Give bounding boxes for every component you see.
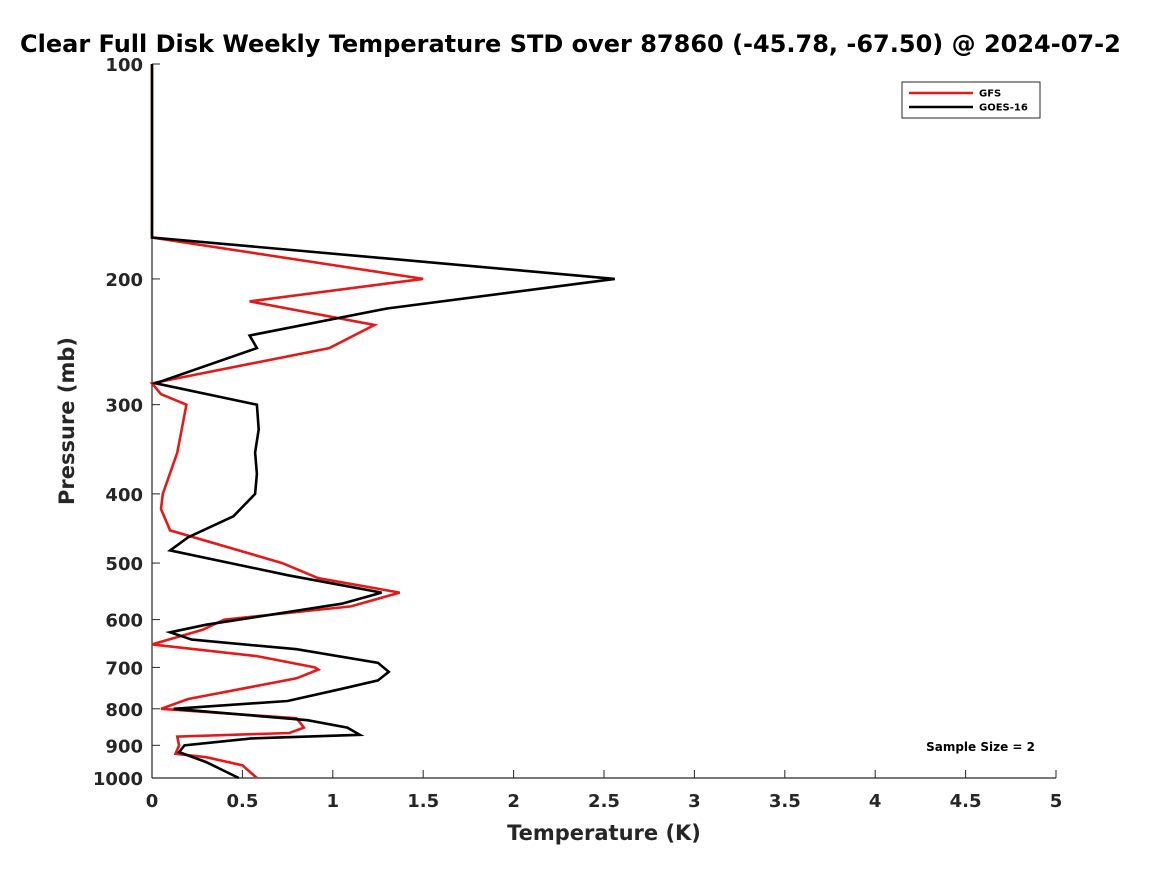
series-layer xyxy=(149,64,615,780)
legend: GFS GOES-16 xyxy=(901,81,1041,119)
legend-label: GFS xyxy=(979,89,1001,100)
y-tick-label: 300 xyxy=(105,396,143,417)
x-tick-label: 4.5 xyxy=(950,791,982,812)
x-tick-label: 4 xyxy=(869,791,882,812)
y-ticks: 100 200 300 400 500 600 700 800 900 1000 xyxy=(93,55,160,790)
y-tick-label: 900 xyxy=(105,736,143,757)
x-tick-label: 2.5 xyxy=(588,791,620,812)
x-tick-label: 0 xyxy=(146,791,159,812)
sample-size-annotation: Sample Size = 2 xyxy=(926,740,1035,754)
legend-box xyxy=(901,81,1041,119)
y-tick-label: 700 xyxy=(105,658,143,679)
y-tick-label: 600 xyxy=(105,611,143,632)
x-tick-label: 0.5 xyxy=(226,791,258,812)
y-axis-label: Pressure (mb) xyxy=(55,337,79,505)
y-tick-label: 400 xyxy=(105,485,143,506)
x-tick-label: 2 xyxy=(507,791,520,812)
y-tick-label: 200 xyxy=(105,270,143,291)
x-tick-label: 1 xyxy=(327,791,340,812)
y-tick-label: 500 xyxy=(105,554,143,575)
x-axis-label: Temperature (K) xyxy=(507,821,701,845)
x-tick-label: 1.5 xyxy=(407,791,439,812)
y-tick-label: 100 xyxy=(105,55,143,76)
axes xyxy=(151,64,1056,779)
legend-label: GOES-16 xyxy=(979,103,1028,114)
series-line-gfs xyxy=(149,64,424,779)
chart-title: Clear Full Disk Weekly Temperature STD o… xyxy=(20,30,1121,58)
x-tick-label: 3.5 xyxy=(769,791,801,812)
y-tick-label: 1000 xyxy=(93,769,143,790)
y-tick-label: 800 xyxy=(105,700,143,721)
series-line-goes-16 xyxy=(150,64,615,780)
x-tick-label: 3 xyxy=(688,791,701,812)
x-tick-label: 5 xyxy=(1050,791,1063,812)
x-ticks: 0 0.5 1 1.5 2 2.5 3 3.5 4 4.5 5 xyxy=(146,770,1063,812)
